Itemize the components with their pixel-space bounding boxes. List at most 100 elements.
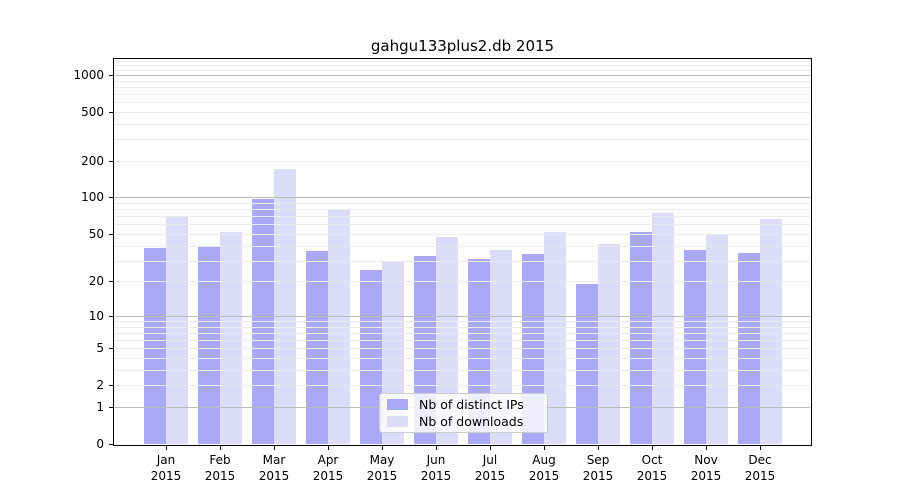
gridline-600 [114, 102, 810, 104]
x-tick-year: 2015 [258, 469, 290, 483]
x-tick-label-sep: Sep 2015 [570, 452, 626, 484]
x-tick-year: 2015 [204, 469, 236, 483]
x-tick-year: 2015 [690, 469, 722, 483]
y-tick-0 [109, 444, 114, 445]
gridline-100 [114, 197, 810, 199]
y-tick-label-200: 200 [81, 153, 104, 168]
gridline-700 [114, 93, 810, 95]
y-tick-20 [109, 281, 114, 283]
x-tick-month: Apr [317, 453, 339, 467]
bar-distinct-ips-jan [144, 248, 166, 444]
gridline-9 [114, 321, 810, 322]
x-tick-aug [544, 445, 545, 450]
x-tick-label-dec: Dec 2015 [732, 452, 788, 484]
bar-downloads-mar [274, 168, 296, 444]
gridline-1000 [114, 74, 810, 76]
y-tick-label-5: 5 [96, 341, 104, 356]
gridline-800 [114, 86, 810, 88]
x-tick-month: Feb [209, 453, 231, 467]
gridline-500 [114, 111, 810, 113]
bar-downloads-nov [706, 233, 728, 444]
x-tick-year: 2015 [366, 469, 398, 483]
legend-label-downloads: Nb of downloads [419, 414, 524, 430]
x-tick-year: 2015 [150, 469, 182, 483]
legend-swatch-downloads [387, 416, 408, 428]
x-tick-month: Jan [156, 453, 176, 467]
x-tick-may [382, 445, 383, 450]
x-tick-month: Sep [586, 453, 610, 467]
y-tick-label-10: 10 [88, 308, 104, 323]
bar-distinct-ips-oct [630, 231, 652, 444]
x-tick-oct [652, 445, 653, 450]
x-tick-nov [706, 445, 707, 450]
gridline-6 [114, 340, 810, 342]
x-tick-month: Aug [532, 453, 556, 467]
bar-distinct-ips-feb [198, 245, 220, 444]
x-tick-month: Dec [748, 453, 772, 467]
x-tick-label-aug: Aug 2015 [516, 452, 572, 484]
y-tick-label-1000: 1000 [73, 67, 104, 82]
gridline-1200 [114, 65, 810, 67]
x-tick-label-jan: Jan 2015 [138, 452, 194, 484]
y-tick-500 [109, 111, 114, 113]
plot-area [114, 59, 810, 444]
x-tick-year: 2015 [744, 469, 776, 483]
gridline-7 [114, 332, 810, 334]
x-tick-label-feb: Feb 2015 [192, 452, 248, 484]
y-tick-100 [109, 197, 114, 199]
legend-label-distinct-ips: Nb of distinct IPs [419, 396, 524, 412]
bar-downloads-feb [220, 231, 242, 444]
x-tick-year: 2015 [420, 469, 452, 483]
x-tick-label-may: May 2015 [354, 452, 410, 484]
bar-downloads-aug [544, 231, 566, 444]
x-tick-jan [166, 445, 167, 450]
x-tick-apr [328, 445, 329, 450]
y-tick-label-0: 0 [96, 437, 104, 451]
x-tick-month: Mar [262, 453, 286, 467]
x-tick-month: Jul [482, 453, 498, 467]
x-tick-year: 2015 [528, 469, 560, 483]
bar-downloads-jan [166, 216, 188, 444]
y-tick-label-500: 500 [81, 104, 104, 119]
bar-distinct-ips-sep [576, 283, 598, 444]
gridline-50 [114, 233, 810, 235]
gridline-70 [114, 216, 810, 218]
x-tick-month: Nov [694, 453, 718, 467]
x-tick-dec [760, 445, 761, 450]
x-tick-label-oct: Oct 2015 [624, 452, 680, 484]
y-tick-label-100: 100 [81, 190, 104, 205]
x-tick-label-apr: Apr 2015 [300, 452, 356, 484]
x-tick-year: 2015 [636, 469, 668, 483]
x-tick-label-nov: Nov 2015 [678, 452, 734, 484]
legend-row-downloads: Nb of downloads [380, 414, 547, 429]
gridline-40 [114, 245, 810, 247]
bar-downloads-sep [598, 244, 620, 444]
gridline-30 [114, 260, 810, 262]
gridline-80 [114, 209, 810, 211]
x-tick-month: Jun [426, 453, 446, 467]
y-tick-200 [109, 160, 114, 162]
legend-swatch-distinct-ips [387, 398, 408, 410]
bar-distinct-ips-nov [684, 249, 706, 444]
gridline-300 [114, 139, 810, 141]
bar-distinct-ips-may [360, 269, 382, 444]
gridline-200 [114, 160, 810, 162]
y-tick-2 [109, 385, 114, 387]
bar-distinct-ips-dec [738, 252, 760, 444]
chart-title: gahgu133plus2.db 2015 [370, 37, 555, 55]
y-tick-label-50: 50 [88, 226, 104, 241]
gridline-8 [114, 326, 810, 328]
x-tick-label-jun: Jun 2015 [408, 452, 464, 484]
y-tick-label-2: 2 [96, 378, 104, 393]
gridlines-layer [114, 59, 810, 444]
gridline-90 [114, 203, 810, 205]
gridline-3 [114, 369, 810, 371]
y-tick-label-1: 1 [96, 399, 104, 414]
legend: Nb of distinct IPs Nb of downloads [379, 393, 548, 433]
y-tick-1000 [109, 74, 114, 76]
x-tick-year: 2015 [474, 469, 506, 483]
x-tick-jun [436, 445, 437, 450]
y-tick-50 [109, 233, 114, 235]
x-tick-month: May [369, 453, 395, 467]
